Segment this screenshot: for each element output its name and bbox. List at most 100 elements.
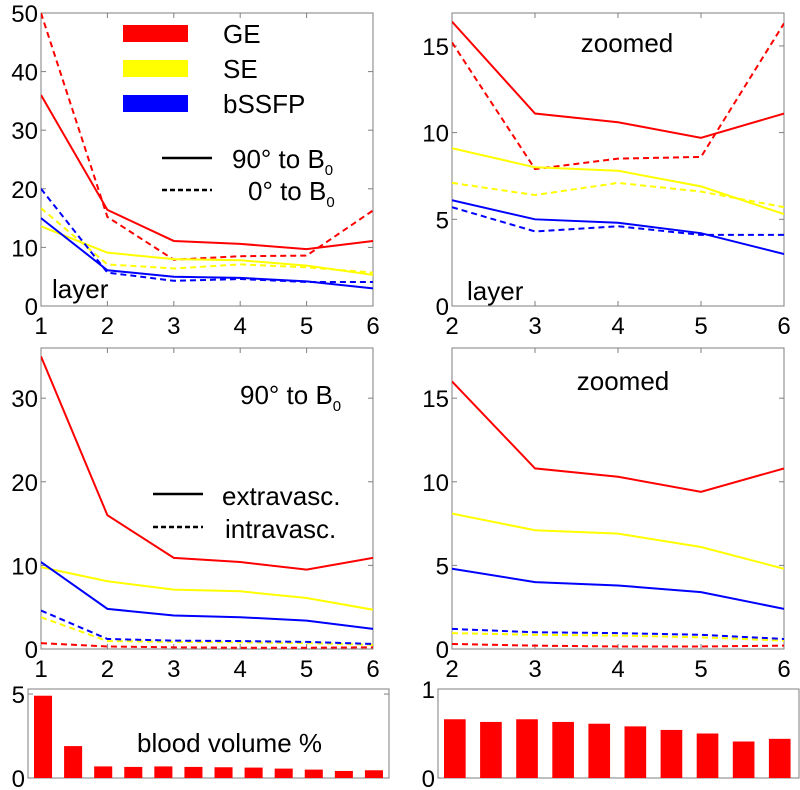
bar [696, 733, 719, 778]
x-tick-label: 4 [234, 313, 247, 340]
legend-label-extravasc: extravasc. [222, 481, 341, 511]
legend-label-bSSFP: bSSFP [223, 89, 305, 119]
bar [660, 729, 683, 778]
mid-right-panel: 0 5 10 15 2 3 4 5 6 [422, 347, 791, 683]
y-tick-label: 10 [422, 121, 449, 148]
x-tick-label: 2 [101, 313, 114, 340]
series-line-GE-solid [41, 355, 373, 571]
y-tick-label: 30 [11, 118, 38, 145]
bar [154, 766, 173, 778]
bar [304, 769, 323, 778]
y-tick-label: 15 [422, 386, 449, 413]
bar [480, 721, 502, 778]
series-line-GE-solid [452, 380, 784, 493]
panel-annotation-main: 90° to B [240, 380, 333, 410]
y-tick-label: 0 [25, 637, 38, 664]
bar [624, 726, 647, 778]
bar [516, 719, 538, 778]
x-tick-label: 3 [528, 656, 541, 683]
mid-left-panel: 0 10 20 30 1 2 3 4 5 6 [11, 347, 380, 683]
x-tick-label: 5 [694, 313, 707, 340]
x-tick-label: 3 [528, 313, 541, 340]
bar [244, 767, 263, 778]
y-tick-label: 5 [436, 207, 449, 234]
y-tick-label: 0 [436, 637, 449, 664]
legend-swatch-GE [123, 25, 188, 42]
x-tick-label: 2 [445, 313, 458, 340]
y-tick-label: 15 [422, 34, 449, 61]
axes-box [40, 12, 374, 307]
x-tick-label: 2 [101, 656, 114, 683]
series-line-GE-dashed [41, 642, 373, 649]
legend-label-90deg-main: 90° to B [232, 144, 325, 174]
x-tick-label: 3 [167, 656, 180, 683]
legend-label-intravasc: intravasc. [225, 514, 336, 544]
y-tick-label: 0 [25, 294, 38, 321]
bar [364, 770, 383, 778]
legend-label-0deg: 0° to B0 [248, 176, 335, 211]
bar [334, 770, 353, 778]
x-tick-label: 6 [777, 313, 790, 340]
x-axis-label: layer [467, 276, 524, 306]
series-line-SE-dashed [41, 616, 373, 646]
x-tick-label: 4 [234, 656, 247, 683]
y-tick-label: 20 [11, 177, 38, 204]
bar [184, 766, 203, 778]
axes-box [451, 347, 785, 650]
x-tick-label: 5 [300, 656, 313, 683]
y-tick-label: 0 [12, 766, 25, 790]
panel-annotation: 90° to B0 [240, 380, 341, 415]
x-tick-label: 5 [300, 313, 313, 340]
series-line-SE-solid [452, 512, 784, 570]
axes-box [27, 688, 390, 779]
bar [34, 695, 53, 778]
y-tick-label: 20 [11, 470, 38, 497]
x-axis-label: layer [52, 274, 109, 304]
panel-title: zoomed [577, 366, 670, 396]
series-line-GE-solid [41, 94, 373, 251]
panel-annotation-subscript: 0 [333, 398, 341, 415]
bar [552, 721, 574, 778]
bar [64, 746, 83, 778]
bar [768, 738, 791, 778]
series-line-bSSFP-solid [41, 217, 373, 290]
y-tick-label: 10 [11, 553, 38, 580]
bar [214, 767, 233, 778]
series-line-bSSFP-dashed [41, 609, 373, 645]
x-tick-label: 3 [167, 313, 180, 340]
x-tick-label: 1 [34, 313, 47, 340]
bar [124, 766, 143, 778]
series-line-GE-dashed [452, 22, 784, 171]
bar [732, 741, 755, 778]
legend-label-SE: SE [223, 54, 258, 84]
bottom-right-panel: 01 [422, 677, 800, 790]
legend-top-left: GE SE bSSFP [123, 19, 305, 192]
series-line-SE-dashed [41, 207, 373, 274]
y-tick-label: 10 [11, 235, 38, 262]
x-tick-label: 2 [445, 656, 458, 683]
axes-box [40, 347, 374, 650]
x-tick-label: 5 [694, 656, 707, 683]
y-tick-label: 5 [12, 682, 25, 709]
top-left-panel: 0 10 20 30 40 50 1 2 3 4 5 6 [11, 1, 379, 340]
legend-label-0deg-subscript: 0 [326, 194, 334, 211]
y-tick-label: 0 [436, 294, 449, 321]
series-line-SE-solid [41, 225, 373, 276]
x-tick-label: 6 [366, 656, 379, 683]
x-tick-label: 6 [366, 313, 379, 340]
legend-label-90deg-subscript: 0 [325, 162, 333, 179]
legend-label-0deg-main: 0° to B [248, 176, 326, 206]
series-line-GE-dashed [452, 642, 784, 648]
legend-swatch-SE [123, 60, 188, 77]
legend-swatch-bSSFP [123, 95, 188, 112]
series-line-bSSFP-dashed [452, 206, 784, 236]
y-tick-label: 50 [11, 1, 38, 28]
series-line-SE-dashed [452, 181, 784, 209]
y-tick-label: 40 [11, 60, 38, 87]
panel-title: zoomed [581, 28, 674, 58]
x-tick-label: 6 [777, 656, 790, 683]
series-line-bSSFP-solid [452, 199, 784, 255]
bottom-left-panel: 05 [12, 682, 390, 790]
y-tick-label: 30 [11, 386, 38, 413]
panel-title: blood volume % [137, 728, 322, 758]
